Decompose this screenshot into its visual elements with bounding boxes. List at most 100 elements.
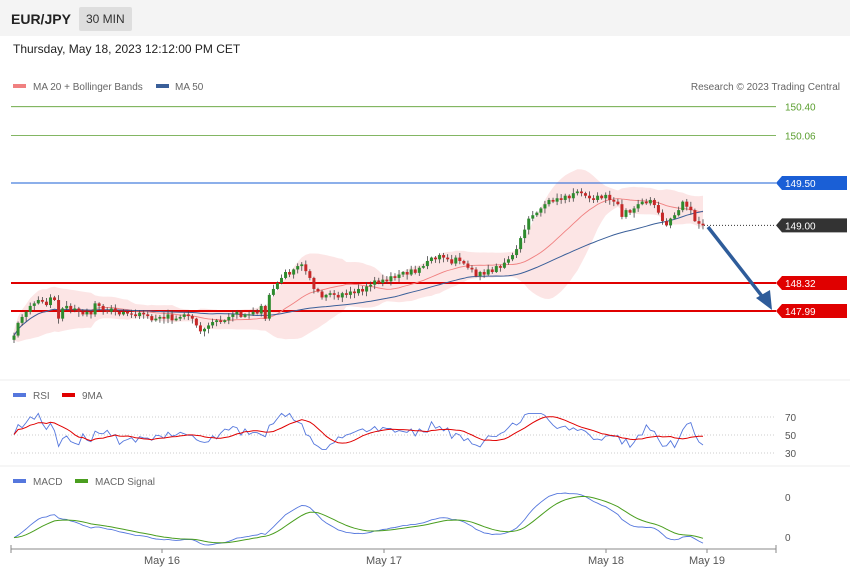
candle-body xyxy=(348,291,352,295)
candle xyxy=(316,287,320,293)
rsi-signal-swatch xyxy=(62,393,75,397)
candle-body xyxy=(506,259,510,263)
candle-body xyxy=(648,199,652,204)
candle xyxy=(592,195,596,204)
candle xyxy=(279,274,283,285)
candle xyxy=(673,212,677,220)
candle xyxy=(320,289,324,300)
candle xyxy=(150,314,154,323)
price-tag-150.40: 150.40 xyxy=(785,103,816,114)
symbol-label: EUR/JPY xyxy=(11,11,71,27)
candle-body xyxy=(482,272,486,275)
candle xyxy=(458,252,462,265)
candle xyxy=(369,281,373,292)
candle-body xyxy=(636,204,640,209)
candle xyxy=(134,309,138,319)
candle xyxy=(308,269,312,281)
candle-body xyxy=(535,212,539,216)
candle xyxy=(190,314,194,324)
candle xyxy=(344,289,348,298)
candle-body xyxy=(89,311,93,315)
candle-body xyxy=(652,199,656,206)
candle xyxy=(219,315,223,324)
candle-body xyxy=(32,303,36,306)
candle-body xyxy=(190,316,194,319)
candle-body xyxy=(328,293,332,295)
candle-body xyxy=(207,325,211,329)
arrow-head xyxy=(756,290,772,310)
candle-body xyxy=(344,293,348,295)
candle xyxy=(486,264,490,276)
candle xyxy=(381,274,385,287)
macd-panel: 00 xyxy=(13,492,791,546)
candle-body xyxy=(231,314,235,317)
candle-body xyxy=(632,208,636,213)
candle xyxy=(328,290,332,298)
timeframe-badge[interactable]: 30 MIN xyxy=(79,7,132,31)
candle-body xyxy=(539,208,543,213)
candle-body xyxy=(296,266,300,270)
candle-body xyxy=(462,260,466,264)
candle-body xyxy=(575,191,579,194)
rsi-swatch xyxy=(13,393,26,397)
candle xyxy=(608,190,612,205)
candle-body xyxy=(620,204,624,217)
candle-body xyxy=(166,314,170,319)
candle xyxy=(527,216,531,235)
candle-body xyxy=(429,257,433,261)
candle-body xyxy=(142,312,146,315)
candle xyxy=(502,258,506,269)
ma20-swatch xyxy=(13,84,26,88)
candle xyxy=(69,303,73,314)
candle-body xyxy=(267,294,271,319)
candle-body xyxy=(523,229,527,239)
candle-body xyxy=(669,218,673,226)
candle-body xyxy=(300,264,304,267)
candle-body xyxy=(673,215,677,219)
candle xyxy=(20,314,24,326)
candle-body xyxy=(251,311,255,315)
candle-body xyxy=(113,308,117,312)
candle-body xyxy=(109,308,113,312)
ma50-legend: MA 50 xyxy=(175,82,204,93)
candle xyxy=(211,318,215,329)
candle xyxy=(685,198,689,211)
candle xyxy=(701,219,705,230)
candle xyxy=(304,260,308,275)
x-tick-label: May 19 xyxy=(689,555,725,567)
candle xyxy=(109,305,113,315)
candle xyxy=(239,310,243,318)
candle xyxy=(632,206,636,218)
candle-body xyxy=(48,297,52,306)
candle xyxy=(401,270,405,277)
candle-body xyxy=(563,195,567,200)
candle xyxy=(312,276,316,294)
candle-body xyxy=(571,193,575,199)
candle xyxy=(442,252,446,263)
candle-body xyxy=(389,276,393,282)
candle xyxy=(425,256,429,270)
candle xyxy=(596,192,600,203)
candle xyxy=(207,322,211,334)
chart-header: EUR/JPY 30 MIN xyxy=(0,0,850,36)
candle xyxy=(604,192,608,204)
candle xyxy=(48,294,52,308)
chart-datetime: Thursday, May 18, 2023 12:12:00 PM CET xyxy=(13,42,241,56)
candle xyxy=(454,255,458,267)
candle-body xyxy=(365,286,369,292)
candle-body xyxy=(470,267,474,270)
macd-signal-swatch xyxy=(75,479,88,483)
candle-body xyxy=(162,316,166,319)
candle xyxy=(292,268,296,279)
candle-body xyxy=(255,311,259,314)
candle-body xyxy=(239,311,243,317)
candle xyxy=(340,291,344,303)
candle xyxy=(579,188,583,197)
macd-legend: MACD MACD Signal xyxy=(13,477,155,488)
candle xyxy=(198,322,202,335)
candle-body xyxy=(24,311,28,317)
candle-body xyxy=(689,206,693,211)
tag-label: 148.32 xyxy=(785,279,816,290)
candle-body xyxy=(665,221,669,226)
candle xyxy=(365,282,369,297)
